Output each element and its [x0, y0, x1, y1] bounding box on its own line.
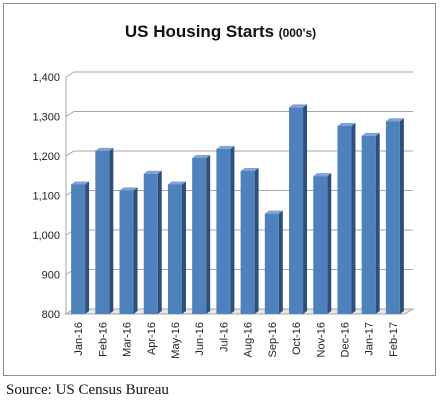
bar-side [157, 170, 162, 314]
chart-title: US Housing Starts (000's) [4, 22, 437, 42]
bar [240, 171, 255, 314]
bar-top [95, 147, 114, 151]
bar-top [192, 154, 211, 158]
bar-top [119, 187, 138, 191]
bar-side [206, 154, 211, 314]
bar [192, 157, 207, 314]
source-note: Source: US Census Bureau [6, 382, 169, 398]
bar-side [133, 187, 138, 314]
bar-top [264, 210, 283, 214]
y-tick-label: 1,300 [32, 112, 60, 124]
y-tick-label: 1,000 [32, 230, 60, 242]
bar-side [230, 145, 235, 314]
y-tick-label: 800 [42, 309, 60, 321]
bar-top [240, 168, 259, 172]
bar [71, 184, 86, 314]
x-tick-label: Feb-17 [388, 322, 400, 357]
x-tick-label: Dec-16 [339, 322, 351, 357]
bar [95, 150, 110, 314]
bar-side [351, 122, 356, 314]
plot-floor [64, 308, 415, 315]
bar-side [399, 118, 404, 315]
y-tick-label: 900 [42, 270, 60, 282]
bar [313, 176, 328, 314]
bar [143, 173, 158, 314]
x-tick-label: Jan-17 [364, 322, 376, 356]
bar-top [216, 145, 235, 149]
gridline [65, 71, 413, 78]
bar [167, 184, 182, 314]
x-tick-label: Apr-16 [146, 322, 158, 355]
chart-title-unit: (000's) [278, 26, 317, 40]
bar-side [278, 210, 283, 314]
x-tick-label: Jun-16 [194, 322, 206, 356]
y-tick-label: 1,200 [32, 151, 60, 163]
y-tick-label: 1,400 [32, 72, 60, 84]
bar [119, 190, 134, 314]
x-tick-label: Mar-16 [122, 322, 134, 357]
bar [264, 213, 279, 314]
x-tick-label: Jul-16 [218, 322, 230, 352]
bar-top [313, 173, 332, 177]
bar-top [361, 132, 380, 136]
bar-top [385, 118, 404, 122]
bar-side [109, 147, 114, 314]
bar [337, 125, 352, 314]
bar-side [303, 104, 308, 314]
chart-title-main: US Housing Starts [124, 22, 275, 41]
bar-top [71, 181, 90, 185]
x-tick-label: Sep-16 [267, 322, 279, 357]
bar-top [143, 170, 162, 174]
bar-top [167, 181, 186, 185]
x-tick-label: Oct-16 [291, 322, 303, 355]
x-tick-label: Nov-16 [315, 322, 327, 357]
bar-side [254, 168, 259, 314]
bar [361, 135, 376, 314]
chart-frame: US Housing Starts (000's) 800 900 1,000 1,1… [3, 3, 436, 376]
bar-side [181, 181, 186, 314]
bar-top [289, 104, 308, 108]
y-tick-label: 1,100 [32, 191, 60, 203]
bar-top [337, 122, 356, 126]
x-tick-label: Aug-16 [243, 322, 255, 357]
x-tick-label: May-16 [170, 322, 182, 359]
bar [289, 107, 304, 314]
x-tick-label: Jan-16 [73, 322, 85, 356]
bar-side [327, 173, 332, 314]
x-tick-label: Feb-16 [97, 322, 109, 357]
bar [216, 148, 231, 314]
bar-side [375, 132, 380, 314]
bar [385, 121, 400, 315]
bar-chart: 800 900 1,000 1,100 1,200 1,300 1,400 Jan-16 Feb… [32, 71, 415, 359]
bar-side [85, 181, 90, 314]
